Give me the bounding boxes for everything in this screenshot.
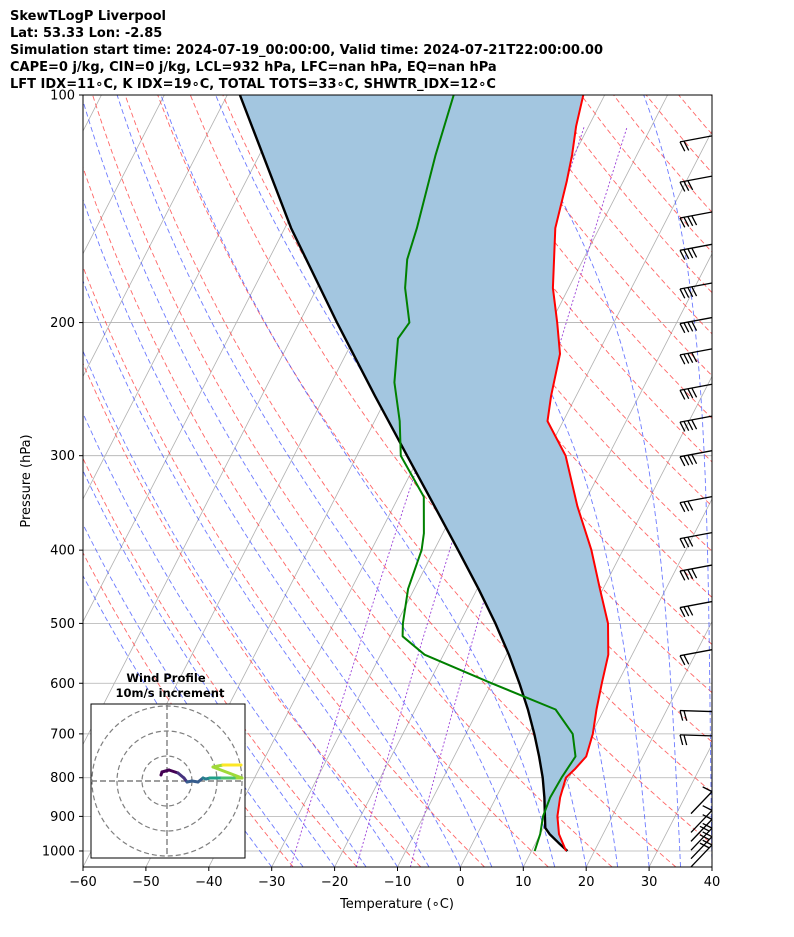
moist-adiabat (83, 99, 493, 867)
dry-adiabat (744, 95, 794, 867)
moist-adiabat (160, 95, 556, 867)
wind-barb (690, 805, 713, 833)
wind-barb (679, 531, 713, 549)
moist-adiabat (643, 95, 712, 867)
dry-adiabat (83, 362, 422, 867)
wind-barb (679, 649, 713, 666)
x-tick-label: −60 (69, 875, 96, 890)
x-tick-label: −40 (195, 875, 222, 890)
y-axis-label: Pressure (hPa) (19, 434, 34, 527)
wind-barb (679, 348, 713, 365)
dry-adiabat (645, 95, 712, 174)
wind-barb (679, 450, 713, 467)
x-tick-label: −20 (321, 875, 348, 890)
y-tick-label: 300 (50, 449, 75, 464)
wind-profile-inset: Wind Profile 10m/s increment (90, 671, 246, 859)
chart-header: SkewTLogP Liverpool Lat: 53.33 Lon: -2.8… (10, 8, 603, 93)
dry-adiabat (450, 95, 712, 420)
moist-adiabat (83, 412, 367, 867)
dry-adiabat (83, 265, 485, 867)
x-tick-label: 20 (578, 875, 595, 890)
y-tick-label: 400 (50, 544, 75, 559)
wind-barb (679, 600, 713, 618)
y-tick-label: 900 (50, 810, 75, 825)
moist-adiabat (83, 523, 304, 867)
wind-barb (690, 786, 713, 815)
y-tick-label: 100 (50, 89, 75, 104)
x-tick-label: −30 (258, 875, 285, 890)
dry-adiabat (678, 95, 712, 135)
cin-cape-shading (239, 95, 609, 851)
location-line: Lat: 53.33 Lon: -2.85 (10, 26, 163, 41)
x-tick-label: 30 (641, 875, 658, 890)
moist-adiabat (83, 469, 335, 867)
dry-adiabat (83, 166, 549, 867)
wind-barb (690, 822, 713, 851)
wind-barb (679, 243, 713, 260)
wind-barb (690, 839, 713, 868)
chart-title: SkewTLogP Liverpool (10, 9, 166, 24)
isotherm (83, 95, 102, 132)
y-tick-label: 700 (50, 727, 75, 742)
wind-barb (679, 175, 713, 192)
dry-adiabat (92, 95, 613, 867)
isotherm (83, 95, 354, 623)
isotherm (83, 95, 228, 378)
dry-adiabat (417, 95, 712, 463)
y-tick-label: 500 (50, 617, 75, 632)
dry-adiabat (580, 95, 712, 253)
x-tick-label: 10 (515, 875, 532, 890)
wind-barb (679, 316, 713, 334)
isotherm (460, 375, 712, 867)
indices-line: LFT IDX=11∘C, K IDX=19∘C, TOTAL TOTS=33∘… (10, 77, 496, 92)
y-tick-label: 1000 (42, 844, 75, 859)
y-tick-label: 200 (50, 316, 75, 331)
dry-adiabat (83, 457, 358, 867)
wind-barb (679, 383, 713, 400)
wind-barb (679, 564, 713, 581)
dry-adiabat (83, 551, 294, 867)
moist-adiabat (83, 279, 430, 867)
x-tick-label: −50 (132, 875, 159, 890)
wind-barb (679, 415, 713, 432)
dry-adiabat (124, 95, 677, 867)
wind-barb (690, 831, 713, 860)
moist-adiabat (116, 95, 524, 867)
inset-title: Wind Profile (126, 671, 206, 685)
wind-barb (679, 734, 713, 746)
x-tick-label: 0 (456, 875, 464, 890)
dry-adiabat (385, 95, 712, 507)
wind-barb (679, 709, 713, 721)
wind-barb (679, 282, 713, 299)
cape-line: CAPE=0 j/kg, CIN=0 j/kg, LCL=932 hPa, LF… (10, 60, 497, 75)
x-axis-label: Temperature (∘C) (339, 897, 454, 912)
wind-barb (679, 135, 713, 152)
hodograph-segment (211, 763, 225, 769)
y-tick-label: 800 (50, 771, 75, 786)
hodograph-segment (211, 765, 244, 780)
wind-barb (679, 495, 713, 513)
parcel-profile-line (238, 95, 569, 852)
hodograph-segment (167, 768, 180, 775)
time-line: Simulation start time: 2024-07-19_00:00:… (10, 43, 603, 58)
temperature-line (546, 95, 610, 852)
moist-adiabat (83, 198, 461, 867)
isotherm (711, 866, 712, 867)
inset-subtitle: 10m/s increment (116, 686, 225, 700)
dewpoint-line (393, 95, 577, 852)
dry-adiabat (776, 95, 794, 867)
isotherm (83, 95, 291, 500)
x-tick-label: 40 (704, 875, 721, 890)
isotherm (585, 620, 712, 867)
isotherm (83, 95, 165, 255)
moist-adiabat (83, 349, 398, 867)
x-tick-label: −10 (384, 875, 411, 890)
wind-barb (690, 814, 713, 842)
wind-barb (679, 211, 713, 228)
y-tick-label: 600 (50, 677, 75, 692)
dry-adiabat (710, 95, 712, 97)
